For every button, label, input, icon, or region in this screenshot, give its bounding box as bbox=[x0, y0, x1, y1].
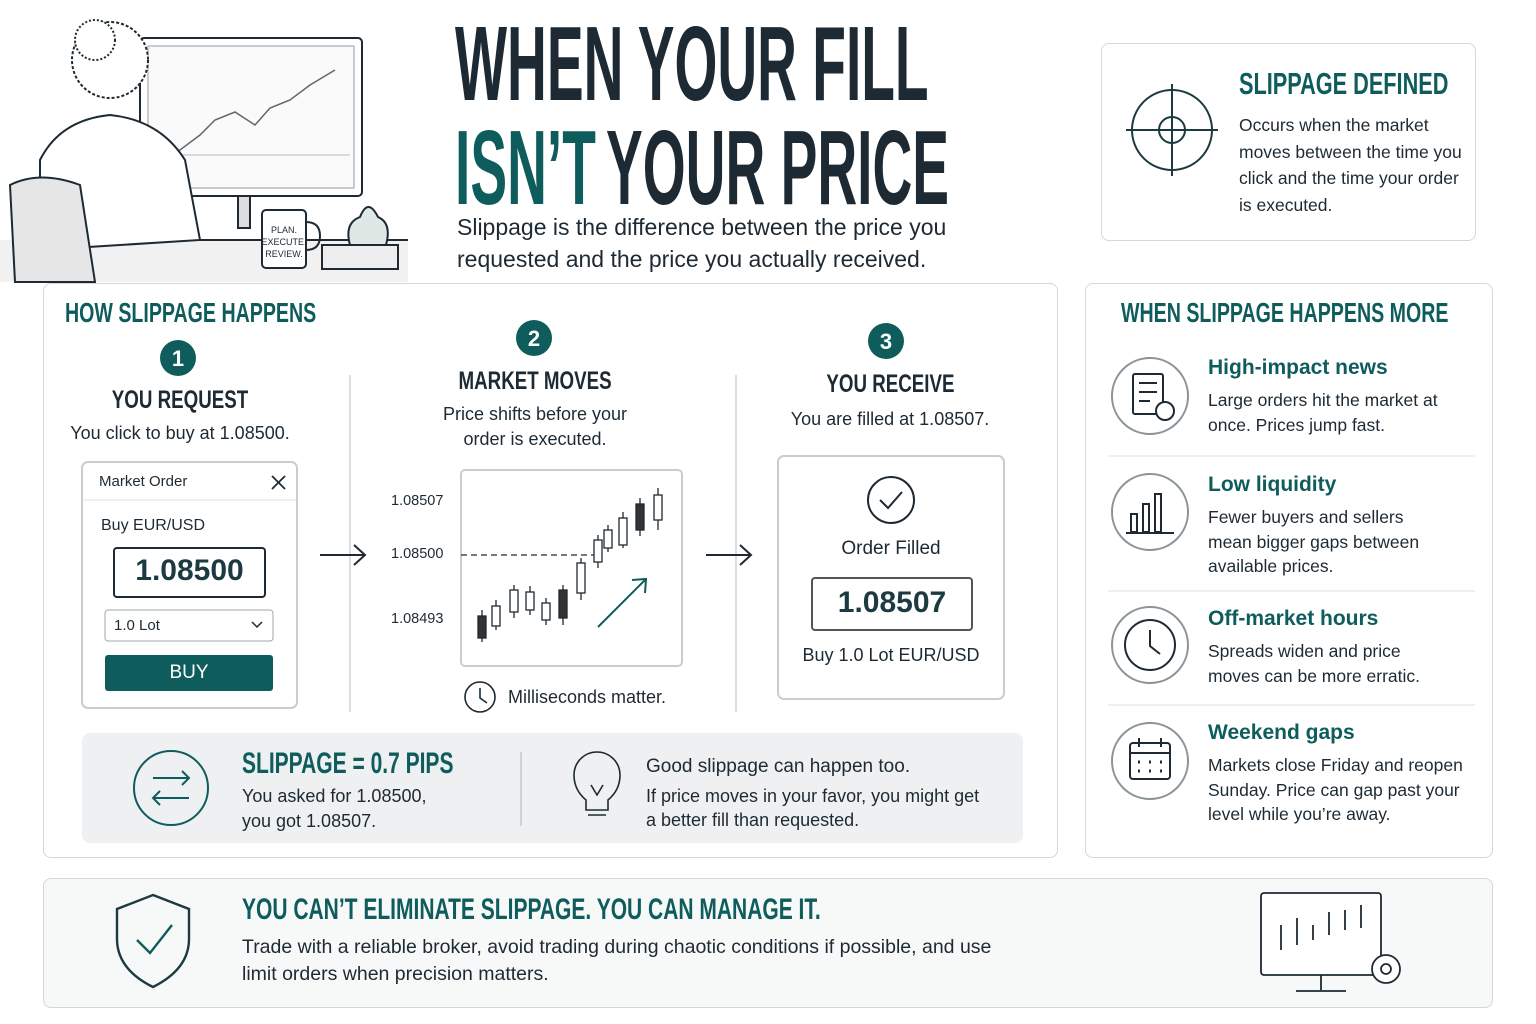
step-title: MARKET MOVES bbox=[395, 367, 675, 396]
step-text: Price shifts before your order is execut… bbox=[442, 404, 628, 449]
ticket-price: 1.08500 bbox=[135, 554, 244, 587]
candle-body bbox=[618, 517, 628, 546]
candle-body bbox=[603, 529, 613, 549]
step-number: 1 bbox=[171, 346, 185, 371]
ticket-pair: Buy EUR/USD bbox=[101, 517, 206, 534]
flow-arrow bbox=[706, 544, 753, 566]
tip-title: Good slippage can happen too. bbox=[646, 756, 911, 777]
title-line: YOUR PRICE bbox=[605, 109, 949, 227]
step-title-text: MARKET MOVES bbox=[458, 367, 612, 395]
fill-status: Order Filled bbox=[841, 538, 941, 559]
lot-select[interactable] bbox=[104, 609, 274, 642]
card-title: SLIPPAGE DEFINED bbox=[1239, 66, 1536, 102]
buy-button[interactable] bbox=[105, 655, 273, 691]
title-line: WHEN YOUR FILL bbox=[455, 5, 929, 123]
price-label: 1.08500 bbox=[391, 546, 444, 562]
condition-text: Large orders hit the market at once. Pri… bbox=[1208, 390, 1438, 435]
mug-text: PLAN. bbox=[271, 225, 297, 235]
fill-detail: Buy 1.0 Lot EUR/USD bbox=[802, 645, 980, 665]
price-label: 1.08493 bbox=[391, 611, 444, 627]
condition-title: Off-market hours bbox=[1208, 607, 1379, 630]
step-number: 3 bbox=[879, 329, 893, 354]
illustration: PLAN. EXECUTE. REVIEW. bbox=[0, 19, 408, 283]
section-title-text: HOW SLIPPAGE HAPPENS bbox=[65, 297, 317, 328]
summary-text: You asked for 1.08500, you got 1.08507. bbox=[242, 786, 427, 831]
price-field bbox=[113, 547, 266, 598]
candle-body bbox=[541, 602, 551, 621]
trend-arrow bbox=[597, 577, 648, 628]
definition-card bbox=[1101, 43, 1476, 241]
calendar-icon bbox=[1111, 722, 1189, 800]
ticket-title: Market Order bbox=[99, 473, 188, 490]
summary-band bbox=[82, 733, 1023, 843]
summary-title: SLIPPAGE = 0.7 PIPS bbox=[242, 747, 544, 781]
candle-body bbox=[653, 494, 663, 521]
candle-body bbox=[509, 589, 519, 613]
clock-icon bbox=[1111, 606, 1189, 684]
candle-body bbox=[558, 589, 568, 619]
card-title-text: SLIPPAGE DEFINED bbox=[1239, 66, 1449, 101]
step-text: You click to buy at 1.08500. bbox=[50, 421, 310, 446]
footer-title-text: YOU CAN’T ELIMINATE SLIPPAGE. YOU CAN MA… bbox=[242, 893, 821, 926]
buy-label[interactable]: BUY bbox=[169, 662, 209, 683]
clock-icon bbox=[464, 681, 496, 713]
check-icon bbox=[867, 476, 915, 524]
section-title: WHEN SLIPPAGE HAPPENS MORE bbox=[1121, 297, 1536, 329]
price-chart bbox=[460, 469, 683, 667]
news-icon bbox=[1111, 357, 1189, 435]
fill-price-field bbox=[811, 577, 973, 631]
close-icon[interactable] bbox=[271, 475, 286, 490]
subtitle: Slippage is the difference between the p… bbox=[457, 214, 947, 272]
condition-title: High-impact news bbox=[1208, 356, 1388, 379]
title: WHEN YOUR FILL ISN’TYOUR PRICE bbox=[455, 5, 1366, 227]
title-accent: ISN’T bbox=[455, 109, 596, 227]
step-text: You are filled at 1.08507. bbox=[790, 409, 990, 429]
footer-text: Trade with a reliable broker, avoid trad… bbox=[242, 936, 992, 985]
section-title-text: WHEN SLIPPAGE HAPPENS MORE bbox=[1121, 297, 1449, 328]
footer-panel bbox=[43, 878, 1493, 1008]
condition-title: Weekend gaps bbox=[1208, 721, 1355, 744]
bars-icon bbox=[1111, 473, 1189, 551]
footer-title: YOU CAN’T ELIMINATE SLIPPAGE. YOU CAN MA… bbox=[242, 893, 1069, 927]
card-text: Occurs when the market moves between the… bbox=[1239, 115, 1462, 215]
step-title: YOU RECEIVE bbox=[750, 370, 1030, 399]
step-title-text: YOU REQUEST bbox=[111, 386, 249, 414]
step-title: YOU REQUEST bbox=[40, 386, 320, 415]
flow-arrow bbox=[320, 544, 367, 566]
summary-title-text: SLIPPAGE = 0.7 PIPS bbox=[242, 747, 454, 780]
mug-text: EXECUTE. bbox=[261, 237, 306, 247]
bulb-icon bbox=[573, 751, 621, 816]
candles bbox=[477, 488, 663, 642]
step-title-text: YOU RECEIVE bbox=[825, 370, 955, 398]
step-badge bbox=[516, 320, 552, 356]
candle-body bbox=[576, 562, 586, 594]
candle-body bbox=[635, 503, 645, 531]
step-text-body: You click to buy at 1.08500. bbox=[70, 423, 290, 443]
condition-text: Fewer buyers and sellers mean bigger gap… bbox=[1208, 507, 1420, 576]
tip-text: If price moves in your favor, you might … bbox=[646, 786, 980, 830]
section-title: HOW SLIPPAGE HAPPENS bbox=[65, 297, 424, 329]
swap-icon bbox=[133, 750, 209, 826]
step-number: 2 bbox=[527, 326, 541, 351]
fill-price: 1.08507 bbox=[837, 586, 947, 619]
candle-body bbox=[477, 615, 487, 639]
condition-text: Spreads widen and price moves can be mor… bbox=[1208, 641, 1421, 686]
candle-body bbox=[491, 605, 501, 627]
condition-text: Markets close Friday and reopen Sunday. … bbox=[1208, 755, 1463, 824]
shield-icon bbox=[115, 893, 191, 989]
target-icon bbox=[1126, 84, 1218, 176]
step-badge bbox=[160, 340, 196, 376]
chart-note: Milliseconds matter. bbox=[508, 687, 667, 707]
mug-text: REVIEW. bbox=[265, 249, 303, 259]
step-badge bbox=[868, 323, 904, 359]
candle-body bbox=[525, 591, 535, 611]
candle-body bbox=[593, 539, 603, 563]
condition-title: Low liquidity bbox=[1208, 473, 1337, 496]
price-label: 1.08507 bbox=[391, 493, 444, 509]
monitor-icon bbox=[1260, 892, 1401, 992]
ticket-lot: 1.0 Lot bbox=[114, 617, 160, 634]
